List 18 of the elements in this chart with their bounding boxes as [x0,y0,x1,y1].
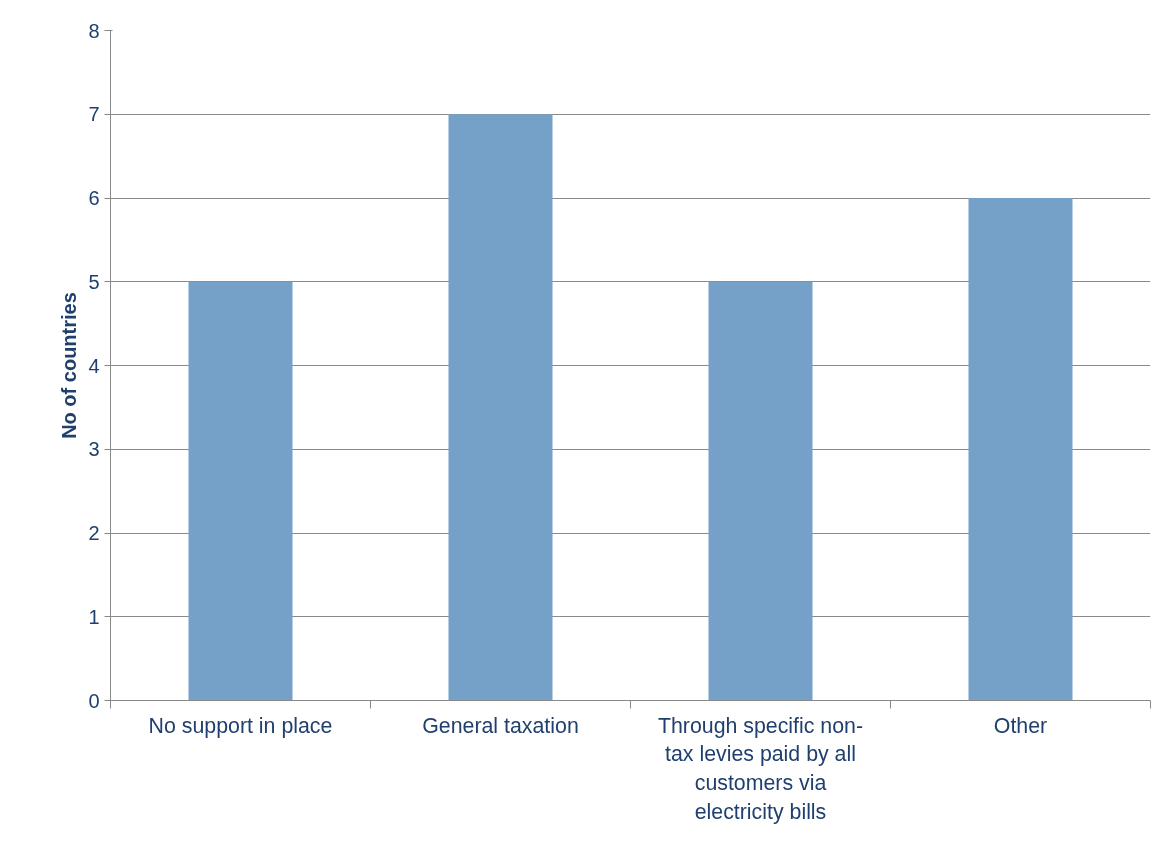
y-tick-label: 3 [88,438,100,461]
x-tick-label: General taxation [422,713,579,738]
y-tick-label: 0 [88,689,100,712]
y-tick-label: 4 [88,354,100,377]
y-tick-label: 6 [88,187,100,209]
bar [448,114,553,701]
y-axis-title: No of countries [58,292,81,439]
y-tick-label: 5 [88,270,100,293]
bar [188,281,293,701]
bar [968,198,1073,701]
x-tick-label: Through specific non-tax levies paid by all customers via electricity bills [657,713,864,824]
y-tick-label: 8 [88,19,100,42]
y-tick-label: 7 [88,103,100,126]
bar [708,281,813,701]
y-tick-label: 2 [88,522,100,544]
x-tick-label: No support in place [148,713,333,738]
x-tick-label: Other [993,713,1048,738]
y-tick-label: 1 [88,605,100,628]
